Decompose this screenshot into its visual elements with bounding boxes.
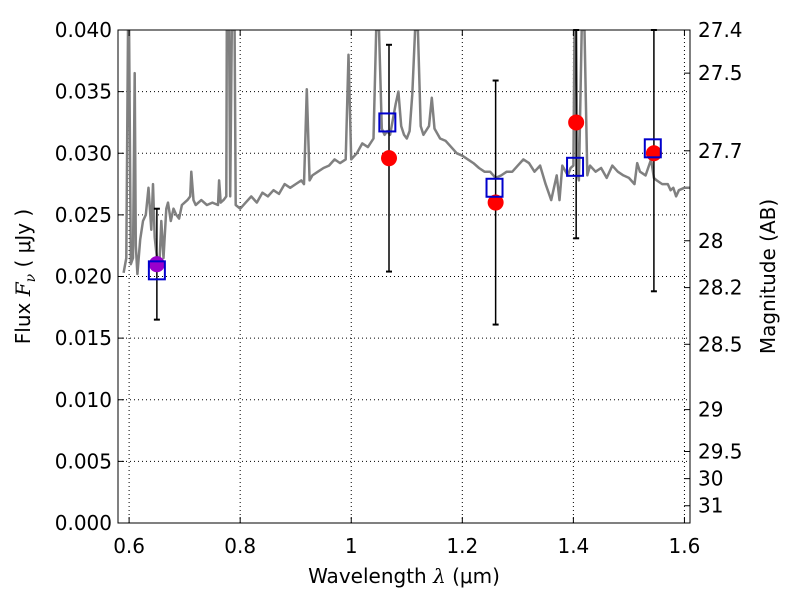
y-tick-label: 0.030 (55, 141, 112, 165)
spectrum-series (122, 30, 690, 276)
observed-point-marker (487, 194, 504, 211)
x-tick-label: 0.6 (113, 534, 145, 558)
y2-tick-label: 28.2 (698, 276, 743, 300)
y2-tick-label: 31 (698, 494, 723, 518)
y-axis-title: Flux Fν ( μJy ) (11, 209, 39, 344)
y2-tick-label: 27.5 (698, 61, 743, 85)
model-square-marker (378, 112, 397, 133)
plot-frame (117, 29, 691, 524)
y2-tick-label: 30 (698, 467, 723, 491)
model-square-marker (147, 260, 166, 281)
observed-point-marker (568, 114, 585, 131)
y2-tick-label: 27.4 (698, 18, 743, 42)
x-axis: 0.8 1 1.2 1.4 1.6 0.6 (113, 30, 700, 558)
y2-tick-label: 27.7 (698, 139, 743, 163)
y-tick-label: 0.040 (55, 18, 112, 42)
y2-tick-label: 29 (698, 398, 723, 422)
x-tick-label: 0.8 (224, 534, 256, 558)
spectrum-line (122, 30, 690, 276)
model-square-marker (566, 156, 585, 177)
x-tick-label: 1.2 (446, 534, 478, 558)
y2-tick-label: 28.5 (698, 332, 743, 356)
y-tick-label: 0.035 (55, 80, 112, 104)
y2-axis-title: Magnitude (AB) (756, 199, 780, 354)
marker-series (147, 112, 662, 281)
y-tick-label: 0.015 (55, 326, 112, 350)
y2-tick-label: 29.5 (698, 440, 743, 464)
grid (118, 29, 690, 524)
y-tick-label: 0.005 (55, 449, 112, 473)
model-square-marker (485, 177, 504, 198)
y-axis: 0.000 0.005 0.010 0.015 0.020 0.025 0.030 0.035… (55, 18, 124, 535)
y2-tick-label: 28 (698, 229, 723, 253)
x-axis-title: Wavelength λ (μm) (308, 564, 500, 588)
x-tick-label: 1.4 (557, 534, 589, 558)
y-tick-label: 0.010 (55, 388, 112, 412)
y-tick-label: 0.000 (55, 511, 112, 535)
y-tick-label: 0.025 (55, 203, 112, 227)
x-tick-label: 1 (345, 534, 358, 558)
x-tick-label: 1.6 (669, 534, 701, 558)
y-tick-label: 0.020 (55, 265, 112, 289)
y2-axis: 27.4 27.5 27.7 28 28.2 28.5 29 29.5 30 31 (684, 18, 743, 518)
observed-point-marker (381, 150, 398, 167)
observed-point-marker (148, 256, 165, 273)
observed-point-marker (645, 145, 662, 162)
model-square-marker (643, 138, 662, 159)
